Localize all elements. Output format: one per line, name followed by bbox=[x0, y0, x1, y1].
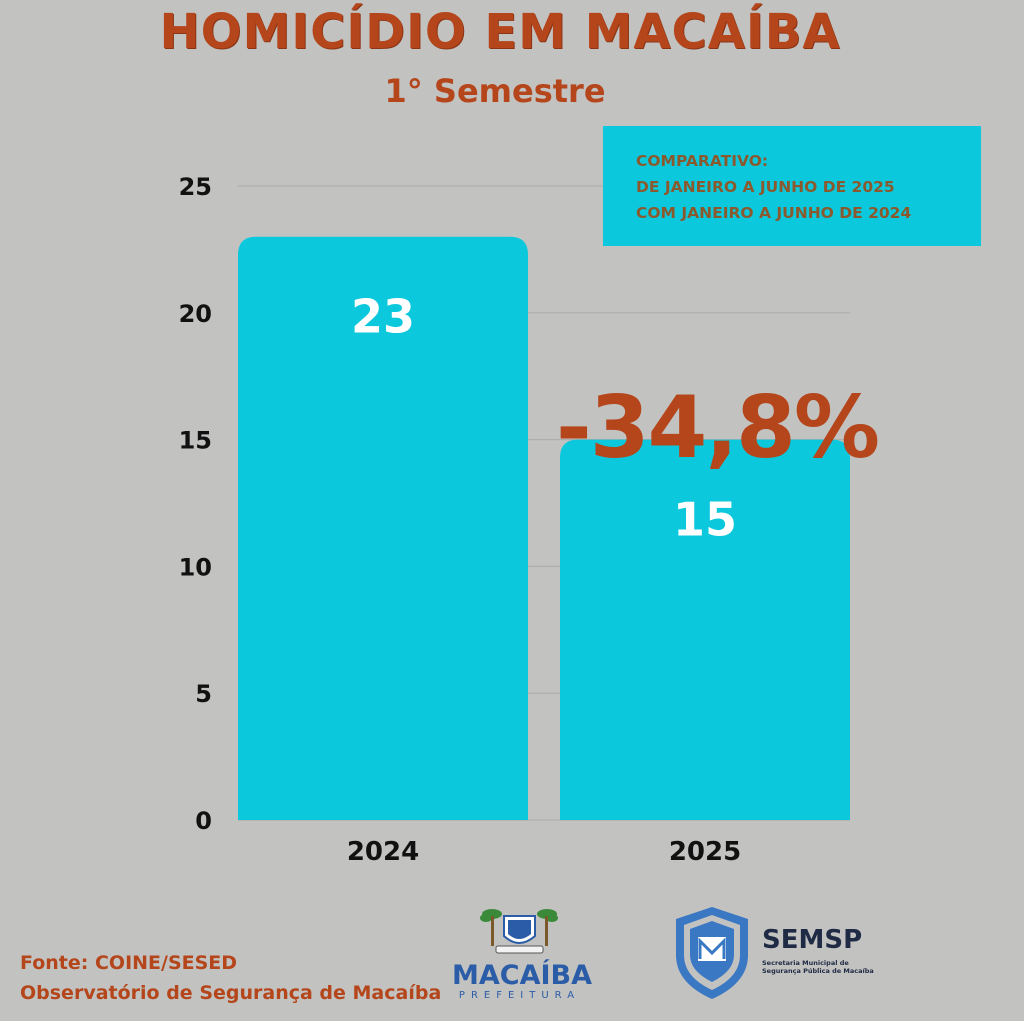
macaiba-logo: MACAÍBA PREFEITURA bbox=[452, 902, 592, 1004]
comparison-line-2: DE JANEIRO A JUNHO DE 2025 bbox=[636, 178, 895, 196]
y-tick-label: 15 bbox=[179, 427, 212, 455]
comparison-box: COMPARATIVO: DE JANEIRO A JUNHO DE 2025 … bbox=[603, 126, 981, 246]
semsp-subtext: Secretaria Municipal de Segurança Públic… bbox=[762, 959, 874, 975]
bar-2024 bbox=[238, 236, 528, 821]
comparison-line-1: COMPARATIVO: bbox=[636, 152, 769, 170]
y-tick-label: 25 bbox=[179, 173, 212, 201]
macaiba-crest-icon bbox=[480, 909, 558, 954]
macaiba-subtext: PREFEITURA bbox=[458, 990, 581, 1001]
percent-change-label: -34,8% bbox=[556, 378, 880, 478]
bar-value-label-2025: 15 bbox=[673, 493, 737, 547]
x-tick-label-2024: 2024 bbox=[347, 837, 419, 867]
chart-subtitle: 1° Semestre bbox=[384, 72, 606, 110]
chart-title: HOMICÍDIO EM MACAÍBA bbox=[159, 4, 841, 60]
semsp-logo: SEMSP Secretaria Municipal de Segurança … bbox=[672, 903, 882, 1003]
bar-value-label-2024: 23 bbox=[351, 290, 415, 344]
observatory-text: Observatório de Segurança de Macaíba bbox=[20, 982, 442, 1004]
source-note: Fonte: COINE/SESED Observatório de Segur… bbox=[20, 948, 441, 1008]
bar-2025 bbox=[560, 439, 850, 820]
semsp-wordmark: SEMSP bbox=[762, 925, 863, 955]
y-tick-label: 10 bbox=[179, 553, 212, 581]
y-axis-ticks: 0 5 10 15 20 25 bbox=[179, 173, 212, 835]
semsp-shield-icon bbox=[676, 907, 748, 999]
comparison-line-3: COM JANEIRO A JUNHO DE 2024 bbox=[636, 204, 912, 222]
y-tick-label: 0 bbox=[195, 807, 212, 835]
macaiba-wordmark: MACAÍBA bbox=[452, 960, 592, 991]
y-tick-label: 5 bbox=[195, 680, 212, 708]
x-axis-ticks: 2024 2025 bbox=[347, 837, 741, 867]
bars: 23 15 bbox=[238, 236, 850, 821]
x-tick-label-2025: 2025 bbox=[669, 837, 741, 867]
source-text: Fonte: COINE/SESED bbox=[20, 952, 238, 974]
y-tick-label: 20 bbox=[179, 300, 212, 328]
